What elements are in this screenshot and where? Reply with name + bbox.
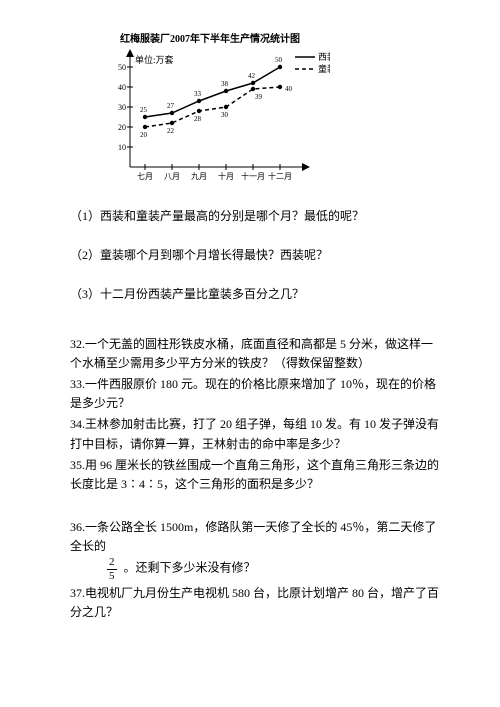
question-34: 34.王林参加射击比赛，打了 20 组子弹，每组 10 发。有 10 发子弹没有… xyxy=(70,415,440,453)
val-b-1: 22 xyxy=(167,127,175,135)
ytick-50: 50 xyxy=(118,63,126,72)
question-2: （2）童装哪个月到哪个月增长得最快？西装呢？ xyxy=(70,246,440,265)
frac-num: 2 xyxy=(107,556,117,569)
chart-svg: 10 20 30 40 50 单位:万套 七月 八月 九月 xyxy=(100,47,330,187)
question-36: 36.一条公路全长 1500m，修路队第一天修了全长的 45％，第二天修了全长的… xyxy=(70,518,440,582)
question-36-p1: 36.一条公路全长 1500m，修路队第一天修了全长的 45％，第二天修了全长的 xyxy=(70,520,436,553)
question-1: （1）西装和童装产量最高的分别是哪个月？最低的呢？ xyxy=(70,207,440,226)
chart-title: 红梅服装厂2007年下半年生产情况统计图 xyxy=(120,30,440,45)
val-a-3: 38 xyxy=(221,80,229,88)
legend-b: 童装 xyxy=(318,63,330,74)
question-37: 37.电视机厂九月份生产电视机 580 台，比原计划增产 80 台，增产了百分之… xyxy=(70,584,440,622)
xcat-0: 七月 xyxy=(137,172,153,181)
unit-label: 单位:万套 xyxy=(135,54,174,65)
xcat-1: 八月 xyxy=(164,172,180,181)
val-a-4: 42 xyxy=(248,72,256,80)
val-b-3: 30 xyxy=(221,111,229,119)
val-b-5: 40 xyxy=(285,85,293,93)
ytick-40: 40 xyxy=(118,83,126,92)
xcat-5: 十二月 xyxy=(268,171,292,181)
question-35: 35.用 96 厘米长的铁丝围成一个直角三角形，这个直角三角形三条边的长度比是 … xyxy=(70,456,440,494)
question-33: 33.一件西服原价 180 元。现在的价格比原来增加了 10％，现在的价格是多少… xyxy=(70,375,440,413)
xcat-3: 十月 xyxy=(218,171,234,181)
legend-a: 西装 xyxy=(318,51,330,62)
val-b-2: 28 xyxy=(194,115,202,123)
frac-den: 5 xyxy=(107,570,117,582)
xcat-4: 十一月 xyxy=(241,171,265,181)
question-36-fraction: 2 5 xyxy=(107,556,117,581)
val-a-2: 33 xyxy=(194,90,202,98)
ytick-30: 30 xyxy=(118,103,126,112)
question-3: （3）十二月份西装产量比童装多百分之几？ xyxy=(70,285,440,304)
question-32: 32.一个无盖的圆柱形铁皮水桶，底面直径和高都是 5 分米，做这样一个水桶至少需… xyxy=(70,335,440,373)
ytick-10: 10 xyxy=(118,143,126,152)
val-a-1: 27 xyxy=(167,102,175,110)
val-b-4: 39 xyxy=(255,93,263,101)
val-a-5: 50 xyxy=(275,56,283,64)
question-36-p2: 。还剩下多少米没有修？ xyxy=(124,561,256,575)
xcat-2: 九月 xyxy=(191,172,207,181)
ytick-20: 20 xyxy=(118,123,126,132)
chart-area: 红梅服装厂2007年下半年生产情况统计图 10 20 30 40 50 xyxy=(100,30,440,187)
val-a-0: 25 xyxy=(140,106,148,114)
val-b-0: 20 xyxy=(140,131,148,139)
